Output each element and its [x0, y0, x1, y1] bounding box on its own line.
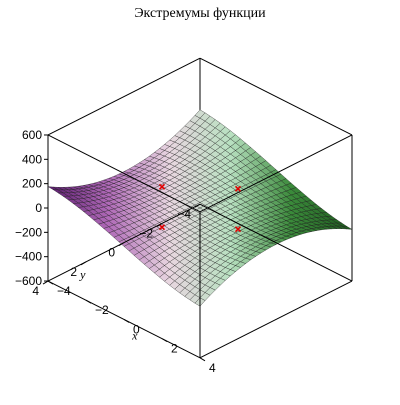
x-tick-label: −2 — [95, 303, 109, 317]
box-edge — [199, 57, 353, 136]
z-axis: 600 400 200 0 −200 −400 −600 — [15, 128, 48, 288]
y-tick-mark — [118, 242, 125, 247]
extremum-marker — [158, 183, 166, 190]
box-edge — [47, 134, 201, 213]
x-tick-label: 2 — [171, 342, 178, 356]
box-edge — [199, 203, 353, 282]
box-front-edges — [47, 134, 353, 359]
x-axis-label: x — [131, 329, 138, 343]
chart-title: Экстремумы функции — [134, 6, 266, 21]
x-tick-mark — [161, 338, 168, 343]
x-tick-label: −4 — [57, 284, 71, 298]
y-tick-mark — [80, 261, 87, 266]
x-tick-mark — [123, 318, 130, 323]
z-tick-label: 400 — [22, 152, 42, 166]
y-tick-mark — [42, 280, 49, 285]
y-tick-label: −2 — [139, 226, 153, 240]
z-tick-label: 600 — [22, 128, 42, 142]
y-tick-label: −4 — [177, 207, 191, 221]
y-tick-mark — [156, 222, 163, 227]
y-tick-label: 2 — [70, 265, 77, 279]
extrema-markers — [158, 183, 242, 233]
extremum-marker — [234, 226, 242, 233]
y-tick-label: 4 — [32, 284, 39, 298]
box-edge — [47, 57, 201, 136]
z-tick-label: 200 — [22, 177, 42, 191]
y-tick-label: 0 — [108, 246, 115, 260]
x-tick-label: 4 — [209, 361, 216, 375]
box-edge — [47, 280, 201, 359]
x-tick-label: 0 — [133, 322, 140, 336]
x-tick-mark — [199, 357, 206, 362]
y-axis-label: y — [79, 267, 86, 281]
z-tick-label: 0 — [35, 201, 42, 215]
extremum-marker — [234, 185, 242, 192]
x-tick-mark — [85, 299, 92, 304]
x-axis: −4 −2 0 2 4 x — [47, 280, 216, 375]
x-tick-mark — [47, 280, 54, 285]
y-tick-mark — [194, 203, 201, 208]
y-axis: −4 −2 0 2 4 y — [32, 203, 201, 298]
z-tick-label: −400 — [15, 250, 42, 264]
box-edge — [199, 280, 353, 359]
box-edge — [199, 134, 353, 213]
z-tick-label: −600 — [15, 274, 42, 288]
extremum-marker — [158, 224, 166, 231]
z-tick-label: −200 — [15, 225, 42, 239]
